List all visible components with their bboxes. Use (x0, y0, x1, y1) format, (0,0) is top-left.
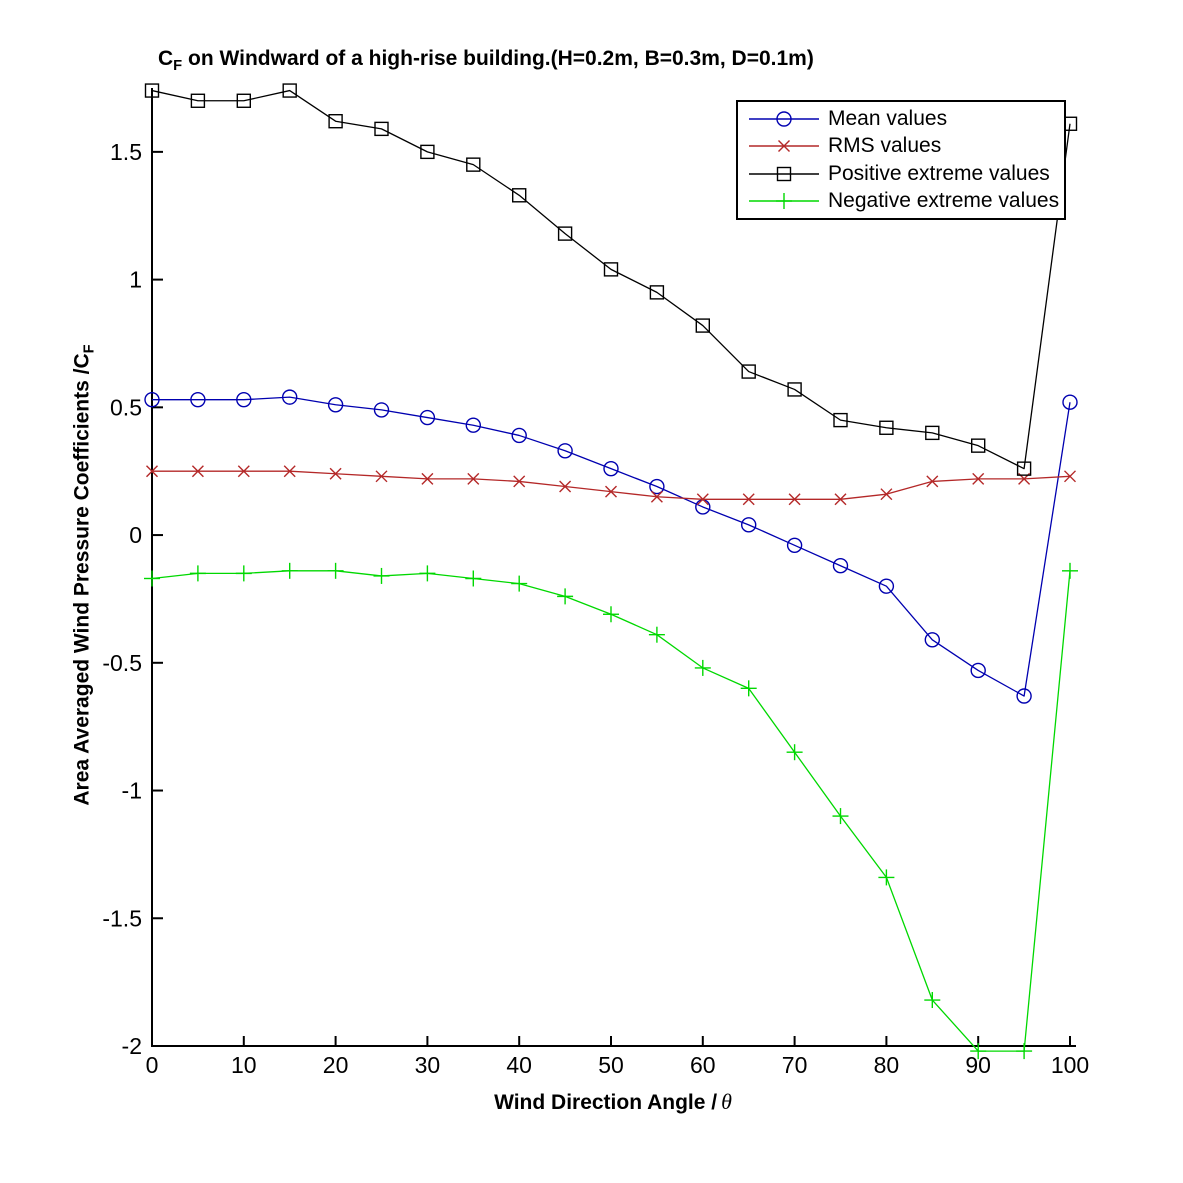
x-tick-label: 40 (506, 1052, 532, 1078)
legend-item-positive-extreme-values: Positive extreme values (738, 160, 1064, 187)
circle-marker-icon (749, 111, 819, 127)
title-prefix: C (158, 47, 174, 70)
chart-title: CF on Windward of a high-rise building.(… (158, 47, 814, 74)
y-tick-label: 1.5 (110, 139, 142, 165)
y-tick-label: -1 (122, 778, 142, 804)
x-tick-label: 30 (415, 1052, 441, 1078)
x-tick-label: 80 (874, 1052, 900, 1078)
x-tick-label: 0 (146, 1052, 159, 1078)
x-tick-label: 10 (231, 1052, 257, 1078)
legend-item-negative-extreme-values: Negative extreme values (738, 188, 1064, 215)
legend: Mean values RMS values Positive extreme va… (736, 100, 1066, 220)
y-axis-label-text: Area Averaged Wind Pressure Coefficients… (70, 353, 94, 806)
series-positive-extreme-values-line (151, 89, 1071, 470)
legend-item-mean-values: Mean values (738, 105, 1064, 132)
y-tick-label: -2 (122, 1033, 142, 1059)
x-tick-label: 50 (598, 1052, 624, 1078)
x-marker-icon (749, 140, 819, 153)
x-tick-label: 100 (1051, 1052, 1089, 1078)
y-axis-label-subscript: F (81, 344, 98, 354)
series-mean-values-markers (144, 389, 1078, 704)
series-mean-values (144, 389, 1078, 704)
y-tick-label: 1 (129, 267, 142, 293)
theta-symbol: θ (721, 1089, 732, 1114)
legend-label: Positive extreme values (828, 161, 1050, 185)
plus-marker-icon (749, 193, 819, 210)
legend-label: Mean values (828, 106, 948, 130)
series-rms-values (146, 465, 1076, 506)
y-tick-label: -0.5 (102, 650, 142, 676)
y-tick-label: -1.5 (102, 905, 142, 931)
x-tick-label: 20 (323, 1052, 349, 1078)
title-subscript: F (173, 58, 183, 75)
axes: 0 10 20 30 40 50 60 70 80 90 100-2-1.5-1-0.500.511… (102, 88, 1089, 1078)
x-axis-label: Wind Direction Angle / θ (494, 1089, 732, 1115)
x-axis-label-text: Wind Direction Angle / (494, 1091, 718, 1114)
series-positive-extreme-values (144, 83, 1078, 476)
series-mean-values-line (152, 396, 1071, 697)
legend-label: RMS values (828, 134, 942, 158)
legend-label: Negative extreme values (828, 189, 1060, 213)
y-tick-label: 0 (129, 522, 142, 548)
series-rms-values-markers (146, 465, 1076, 506)
legend-item-rms-values: RMS values (738, 133, 1064, 160)
series-positive-extreme-values-markers (144, 83, 1078, 476)
title-text: on Windward of a high-rise building.(H=0… (182, 47, 814, 70)
y-axis-label: Area Averaged Wind Pressure Coefficients… (70, 344, 97, 805)
series-negative-extreme-values-markers (144, 562, 1078, 1060)
series-negative-extreme-values-line (151, 570, 1071, 1052)
series-negative-extreme-values (144, 562, 1078, 1060)
y-tick-label: 0.5 (110, 394, 142, 420)
x-tick-label: 60 (690, 1052, 716, 1078)
square-marker-icon (749, 166, 819, 181)
x-tick-label: 70 (782, 1052, 808, 1078)
